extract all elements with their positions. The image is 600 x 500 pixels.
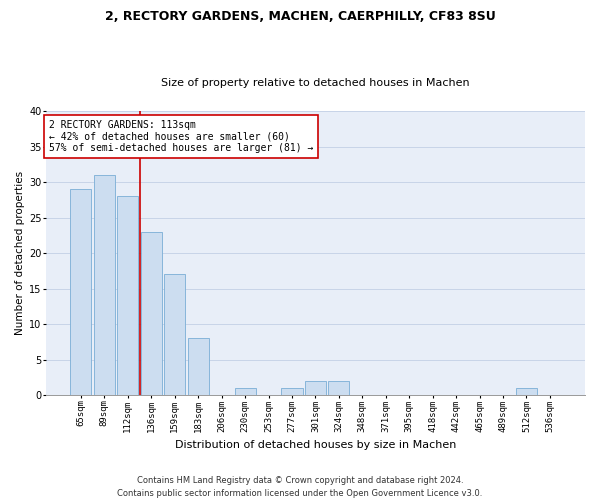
Title: Size of property relative to detached houses in Machen: Size of property relative to detached ho… xyxy=(161,78,470,88)
Bar xyxy=(305,381,326,395)
Text: 2 RECTORY GARDENS: 113sqm
← 42% of detached houses are smaller (60)
57% of semi-: 2 RECTORY GARDENS: 113sqm ← 42% of detac… xyxy=(49,120,313,152)
Bar xyxy=(328,381,349,395)
Bar xyxy=(164,274,185,395)
Bar xyxy=(94,175,115,395)
Bar xyxy=(281,388,302,395)
Bar xyxy=(117,196,139,395)
Text: 2, RECTORY GARDENS, MACHEN, CAERPHILLY, CF83 8SU: 2, RECTORY GARDENS, MACHEN, CAERPHILLY, … xyxy=(104,10,496,23)
Bar xyxy=(70,189,91,395)
Bar xyxy=(235,388,256,395)
X-axis label: Distribution of detached houses by size in Machen: Distribution of detached houses by size … xyxy=(175,440,456,450)
Text: Contains HM Land Registry data © Crown copyright and database right 2024.
Contai: Contains HM Land Registry data © Crown c… xyxy=(118,476,482,498)
Y-axis label: Number of detached properties: Number of detached properties xyxy=(15,171,25,335)
Bar xyxy=(140,232,162,395)
Bar xyxy=(188,338,209,395)
Bar xyxy=(516,388,537,395)
